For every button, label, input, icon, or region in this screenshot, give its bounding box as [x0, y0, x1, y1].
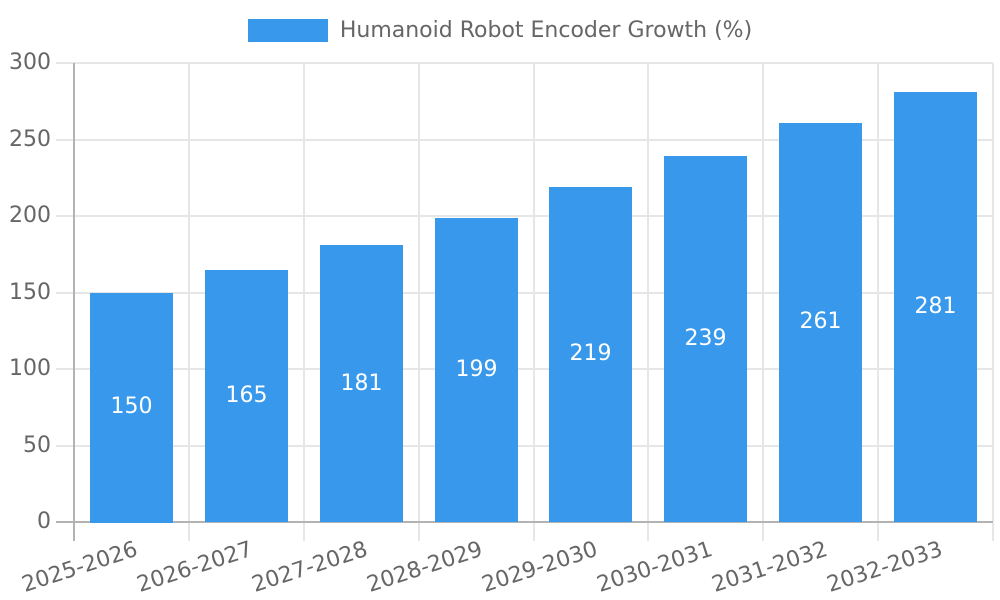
bar-value-label: 150	[110, 394, 153, 419]
bar-value-label: 281	[914, 294, 957, 319]
y-axis-tick-label: 0	[37, 509, 51, 534]
y-axis-line	[73, 63, 75, 522]
x-axis-tick	[992, 523, 994, 541]
x-axis-tick	[533, 523, 535, 541]
y-axis-tick-label: 100	[9, 356, 51, 381]
y-axis-tick	[56, 62, 74, 64]
y-axis-tick-label: 200	[9, 203, 51, 228]
y-axis-tick	[56, 521, 74, 523]
chart-legend[interactable]: Humanoid Robot Encoder Growth (%)	[0, 18, 1000, 43]
y-axis-tick	[56, 215, 74, 217]
legend-swatch-icon	[247, 19, 328, 42]
x-gridline	[877, 63, 879, 522]
y-axis-tick	[56, 445, 74, 447]
bar-value-label: 261	[799, 309, 842, 334]
x-gridline	[762, 63, 764, 522]
bar-value-label: 181	[340, 371, 383, 396]
x-gridline	[647, 63, 649, 522]
bar[interactable]	[435, 218, 518, 522]
bar-value-label: 239	[684, 326, 727, 351]
bar[interactable]	[549, 187, 632, 522]
y-axis-tick-label: 300	[9, 50, 51, 75]
x-gridline	[418, 63, 420, 522]
legend-label: Humanoid Robot Encoder Growth (%)	[339, 18, 753, 43]
x-axis-tick	[188, 523, 190, 541]
bar-value-label: 165	[225, 383, 268, 408]
x-axis-tick	[303, 523, 305, 541]
bar[interactable]	[664, 156, 747, 522]
x-gridline	[533, 63, 535, 522]
y-axis-tick-label: 150	[9, 280, 51, 305]
bar[interactable]	[320, 245, 403, 522]
x-gridline	[303, 63, 305, 522]
bar-value-label: 219	[569, 341, 612, 366]
x-axis-tick	[418, 523, 420, 541]
y-axis-tick	[56, 368, 74, 370]
x-axis-tick	[762, 523, 764, 541]
bar[interactable]	[205, 270, 288, 522]
x-axis-line	[74, 521, 993, 523]
y-axis-tick	[56, 139, 74, 141]
y-axis-tick-label: 250	[9, 127, 51, 152]
x-axis-tick	[877, 523, 879, 541]
x-axis-tick	[73, 523, 75, 541]
bar[interactable]	[894, 92, 977, 522]
y-axis-tick	[56, 292, 74, 294]
x-gridline	[188, 63, 190, 522]
x-axis-tick	[647, 523, 649, 541]
y-axis-tick-label: 50	[23, 433, 51, 458]
x-gridline	[992, 63, 994, 522]
bar[interactable]	[779, 123, 862, 522]
bar[interactable]	[90, 293, 173, 523]
bar-value-label: 199	[455, 357, 498, 382]
